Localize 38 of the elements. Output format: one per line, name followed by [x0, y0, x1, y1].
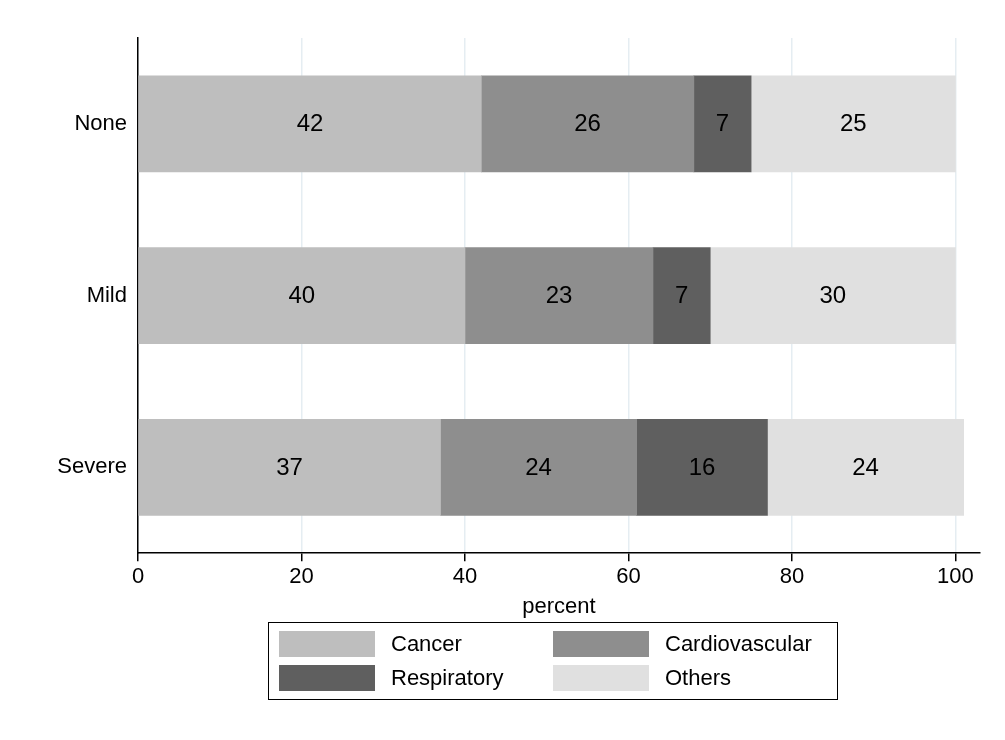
- data-label: 23: [545, 281, 573, 309]
- bar: [464, 247, 654, 344]
- data-label: 25: [839, 109, 867, 137]
- legend-label: Cancer: [391, 631, 462, 657]
- bar: [767, 419, 964, 516]
- data-label: 24: [525, 452, 552, 480]
- legend-label: Cardiovascular: [665, 631, 812, 657]
- x-tick-label: 0: [131, 563, 145, 589]
- bar: [636, 419, 768, 516]
- data-label: 37: [276, 452, 303, 480]
- data-label: 7: [674, 281, 689, 309]
- x-tick-label: 100: [937, 563, 974, 589]
- x-tick-label: 20: [289, 563, 314, 589]
- bar: [750, 75, 956, 173]
- data-label: 40: [288, 281, 316, 309]
- data-label: 24: [852, 452, 879, 480]
- bar: [138, 75, 482, 173]
- bar: [138, 419, 441, 516]
- data-label: 30: [819, 281, 847, 309]
- x-tick-label: 60: [616, 563, 641, 589]
- bar: [481, 75, 695, 173]
- bar: [652, 247, 711, 344]
- bar: [693, 75, 752, 173]
- legend-label: Respiratory: [391, 665, 504, 691]
- bar: [709, 247, 956, 344]
- y-tick-label: None: [74, 109, 127, 135]
- bar: [138, 247, 466, 344]
- data-label: 7: [715, 109, 730, 137]
- y-tick-label: Severe: [57, 453, 127, 479]
- data-label: 42: [296, 109, 324, 137]
- data-label: 26: [574, 109, 601, 137]
- x-tick-label: 40: [452, 563, 478, 589]
- legend-label: Others: [665, 665, 732, 691]
- data-label: 16: [688, 452, 716, 480]
- x-tick-label: 80: [779, 563, 805, 589]
- x-axis-title: percent: [522, 592, 596, 618]
- y-tick-label: Mild: [86, 281, 127, 307]
- bar: [440, 419, 637, 516]
